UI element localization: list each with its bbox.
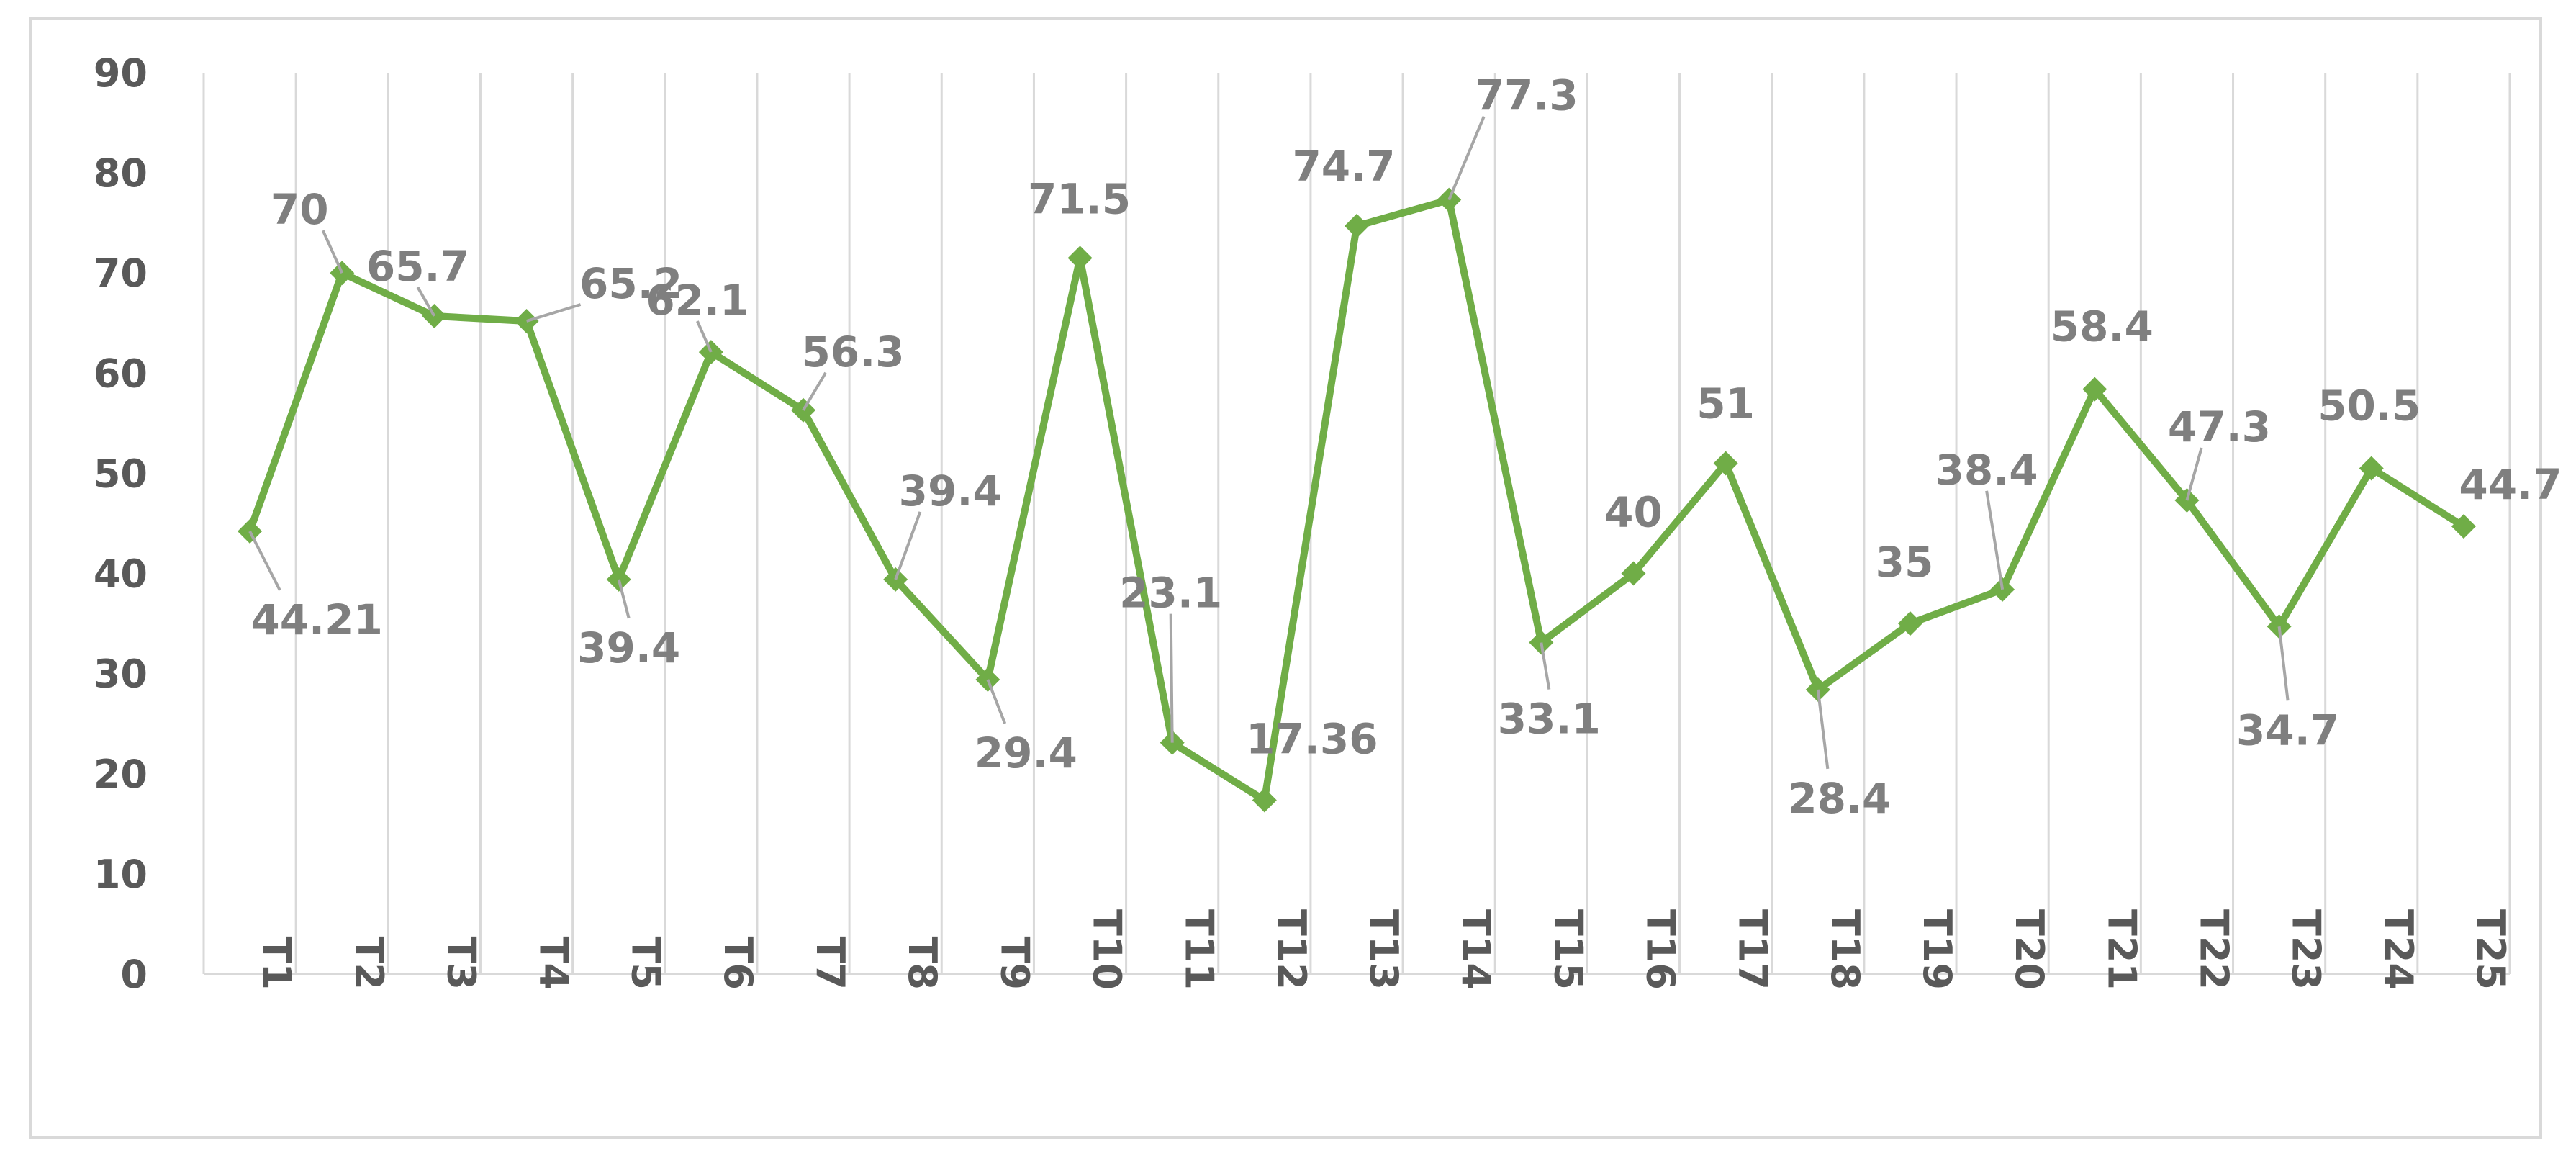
leader-line: [696, 320, 713, 353]
y-tick-label: 50: [94, 451, 148, 496]
data-label: 77.3: [1475, 71, 1578, 120]
data-labels: 44.21 70 65.7 65.2 39.4 62.1 56.3 39.4 29.4 71.5 2…: [248, 71, 2562, 823]
y-tick-label: 80: [94, 150, 148, 196]
x-tick-label: T13: [1361, 909, 1406, 990]
leader-line: [1985, 490, 2005, 590]
data-label: 39.4: [899, 467, 1002, 515]
data-label: 47.3: [2168, 402, 2271, 451]
data-point-marker: [1897, 611, 1922, 636]
x-tick-label: T10: [1085, 909, 1130, 990]
data-point-marker: [1621, 561, 1646, 586]
leader-line: [2277, 626, 2290, 701]
x-axis-ticks: T1 T2 T3 T4 T5 T6 T7 T8 T9 T10 T11 T12 T13 T14 T15 T16 T…: [254, 909, 2513, 990]
y-tick-label: 70: [94, 251, 148, 296]
leader-line: [416, 287, 436, 317]
x-tick-label: T8: [900, 937, 945, 990]
x-tick-label: T21: [2099, 909, 2144, 990]
data-label: 38.4: [1935, 446, 2038, 495]
data-label: 62.1: [646, 276, 749, 325]
leader-line: [2185, 447, 2203, 501]
data-point-marker: [1252, 788, 1277, 813]
x-tick-label: T25: [2468, 909, 2513, 990]
data-point-marker: [1345, 213, 1369, 238]
data-label: 28.4: [1788, 774, 1891, 823]
leader-line: [894, 511, 922, 580]
series: [238, 187, 2476, 813]
x-tick-label: T9: [992, 937, 1037, 990]
data-label: 58.4: [2051, 302, 2154, 351]
y-tick-label: 90: [94, 50, 148, 96]
leader-line: [321, 230, 344, 274]
x-tick-label: T19: [1915, 909, 1960, 990]
data-label: 33.1: [1498, 695, 1601, 744]
data-label: 65.2: [579, 259, 682, 308]
data-label: 17.36: [1246, 715, 1378, 764]
data-label: 29.4: [975, 729, 1077, 778]
data-label: 74.7: [1292, 142, 1395, 191]
leader-line: [1169, 613, 1174, 743]
data-point-marker: [2359, 456, 2384, 481]
leader-line: [802, 371, 827, 411]
data-point-marker: [2082, 377, 2107, 402]
data-label: 50.5: [2318, 381, 2421, 430]
x-tick-label: T20: [2007, 909, 2052, 990]
y-axis-ticks: 0 10 20 30 40 50 60 70 80 90: [94, 50, 148, 997]
x-tick-label: T18: [1822, 909, 1868, 990]
data-label: 39.4: [577, 623, 680, 672]
y-tick-label: 10: [94, 852, 148, 897]
x-tick-label: T5: [623, 937, 669, 990]
gridlines: [202, 73, 2511, 974]
x-tick-label: T2: [346, 937, 392, 990]
x-tick-label: T24: [2376, 909, 2421, 990]
x-tick-label: T11: [1177, 909, 1222, 990]
x-tick-label: T16: [1637, 909, 1683, 990]
leader-line: [248, 531, 281, 591]
x-tick-label: T1: [254, 937, 299, 990]
x-tick-label: T7: [808, 937, 853, 990]
x-tick-label: T22: [2191, 909, 2236, 990]
data-label: 23.1: [1119, 569, 1222, 618]
chart-frame: [29, 17, 2542, 1139]
data-point-marker: [2451, 514, 2476, 539]
leader-line: [1816, 689, 1830, 770]
x-tick-label: T23: [2284, 909, 2329, 990]
y-tick-label: 60: [94, 351, 148, 396]
leader-line: [986, 679, 1007, 724]
data-label: 71.5: [1028, 174, 1131, 223]
data-label: 51: [1696, 379, 1755, 428]
y-tick-label: 20: [94, 752, 148, 797]
data-point-marker: [1713, 451, 1738, 476]
data-label: 65.7: [366, 242, 469, 291]
leader-line: [617, 579, 631, 619]
y-tick-label: 30: [94, 652, 148, 697]
data-point-marker: [1067, 245, 1093, 271]
y-tick-label: 0: [120, 952, 148, 997]
data-label: 34.7: [2236, 706, 2339, 754]
x-tick-label: T4: [531, 937, 577, 990]
data-label: 35: [1876, 538, 1934, 587]
data-label: 56.3: [801, 328, 904, 377]
y-tick-label: 40: [94, 551, 148, 597]
x-tick-label: T12: [1269, 909, 1314, 990]
leader-line: [1540, 642, 1551, 690]
x-tick-label: T15: [1545, 909, 1591, 990]
x-tick-label: T17: [1730, 909, 1776, 990]
data-label: 40: [1604, 488, 1663, 537]
data-label: 70: [271, 185, 329, 234]
x-tick-label: T6: [715, 937, 761, 990]
leader-line: [1447, 115, 1486, 201]
data-label: 44.7: [2459, 460, 2562, 509]
x-tick-label: T14: [1453, 909, 1499, 990]
data-label: 44.21: [250, 595, 382, 644]
x-tick-label: T3: [438, 937, 484, 990]
leader-line: [525, 303, 582, 323]
